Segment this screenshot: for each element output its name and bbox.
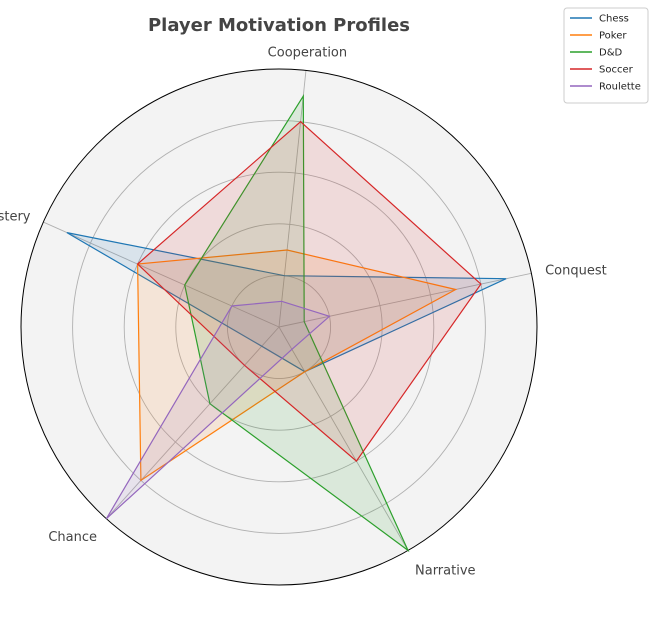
series-line (105, 300, 331, 520)
axis-label: Conquest (545, 263, 607, 278)
spoke-line (43, 221, 280, 328)
series-area (137, 250, 456, 481)
axis-label: Chance (48, 530, 97, 545)
series-area (184, 96, 408, 551)
spoke-line (278, 70, 307, 328)
legend-label: Chess (599, 14, 629, 25)
spoke-line (278, 272, 532, 328)
chart-title: Player Motivation Profiles (148, 15, 410, 36)
grid-circle (123, 171, 435, 483)
grid-circle (175, 223, 383, 431)
series-area (137, 121, 481, 462)
series-area (66, 232, 507, 372)
spoke-line (278, 326, 409, 551)
grid-circle (226, 274, 332, 380)
grid-circle (72, 120, 486, 534)
axis-label: Narrative (415, 564, 476, 579)
series-line (184, 94, 410, 553)
series-line (136, 249, 458, 482)
legend-label: D&D (599, 48, 622, 59)
outer-frame (20, 68, 538, 586)
legend-label: Roulette (599, 82, 641, 93)
spoke-line (106, 326, 280, 520)
series-area (106, 301, 330, 519)
series-line (136, 120, 482, 462)
legend-box (563, 7, 649, 104)
axis-label: Cooperation (268, 46, 347, 61)
legend-label: Soccer (599, 65, 634, 76)
legend-label: Poker (599, 31, 627, 42)
axis-label: Mastery (0, 209, 31, 224)
